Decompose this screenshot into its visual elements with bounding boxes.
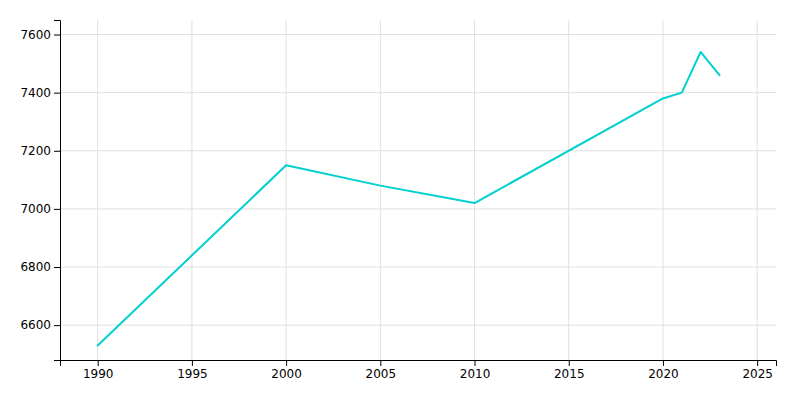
grid <box>60 20 776 360</box>
x-tick-label: 1990 <box>83 367 114 381</box>
y-tick-label: 7400 <box>20 86 51 100</box>
plot: 1990 1995 2000 2005 2010 2015 2020 2025 6600 6800… <box>20 20 776 381</box>
grid-line <box>60 150 776 151</box>
grid-line <box>380 20 381 360</box>
y-tick-label: 7600 <box>20 28 51 42</box>
grid-line <box>757 20 758 360</box>
y-tick-mark <box>54 35 60 36</box>
x-tick-mark <box>569 360 570 366</box>
y-tick-label: 6800 <box>20 260 51 274</box>
line <box>98 52 720 346</box>
grid-line <box>97 20 98 360</box>
x-tick-label: 2005 <box>366 367 397 381</box>
x-axis: 1990 1995 2000 2005 2010 2015 2020 2025 <box>61 360 777 381</box>
y-tick: 7400 <box>20 86 60 100</box>
y-tick: 7000 <box>20 202 60 216</box>
x-tick: 2015 <box>554 360 585 381</box>
y-tick-mark <box>54 151 60 152</box>
x-tick-mark <box>663 360 664 366</box>
x-tick-mark <box>286 360 287 366</box>
x-tick: 2005 <box>366 360 397 381</box>
grid-line <box>286 20 287 360</box>
grid-line <box>474 20 475 360</box>
x-tick: 2025 <box>742 360 773 381</box>
x-tick-label: 1995 <box>177 367 208 381</box>
y-tick-mark <box>54 93 60 94</box>
chart: 1990 1995 2000 2005 2010 2015 2020 2025 6600 6800… <box>0 0 800 400</box>
grid-line <box>60 34 776 35</box>
y-tick-label: 7000 <box>20 202 51 216</box>
x-tick-label: 2025 <box>742 367 773 381</box>
y-tick: 6600 <box>20 318 60 332</box>
grid-line <box>191 20 192 360</box>
x-tick-mark <box>475 360 476 366</box>
x-tick-label: 2000 <box>271 367 302 381</box>
x-tick-mark <box>192 360 193 366</box>
x-tick-mark <box>380 360 381 366</box>
y-tick-mark <box>54 325 60 326</box>
y-tick: 7200 <box>20 144 60 158</box>
x-tick-label: 2020 <box>648 367 679 381</box>
x-tick-label: 2010 <box>460 367 491 381</box>
marks <box>98 52 720 346</box>
x-tick-mark <box>98 360 99 366</box>
y-tick-label: 7200 <box>20 144 51 158</box>
grid-line <box>60 325 776 326</box>
y-axis-line <box>54 21 61 361</box>
x-tick-mark <box>757 360 758 366</box>
y-axis: 6600 6800 7000 7200 7400 7600 <box>20 21 60 361</box>
y-tick-label: 6600 <box>20 318 51 332</box>
x-tick: 2000 <box>271 360 302 381</box>
y-tick: 6800 <box>20 260 60 274</box>
grid-line <box>60 92 776 93</box>
y-tick-mark <box>54 267 60 268</box>
grid-line <box>60 267 776 268</box>
x-tick: 1990 <box>83 360 114 381</box>
y-tick-mark <box>54 209 60 210</box>
x-tick: 1995 <box>177 360 208 381</box>
x-axis-line <box>61 361 777 367</box>
x-tick-label: 2015 <box>554 367 585 381</box>
y-tick: 7600 <box>20 28 60 42</box>
grid-line <box>60 208 776 209</box>
grid-line <box>568 20 569 360</box>
x-tick: 2010 <box>460 360 491 381</box>
x-tick: 2020 <box>648 360 679 381</box>
grid-line <box>662 20 663 360</box>
